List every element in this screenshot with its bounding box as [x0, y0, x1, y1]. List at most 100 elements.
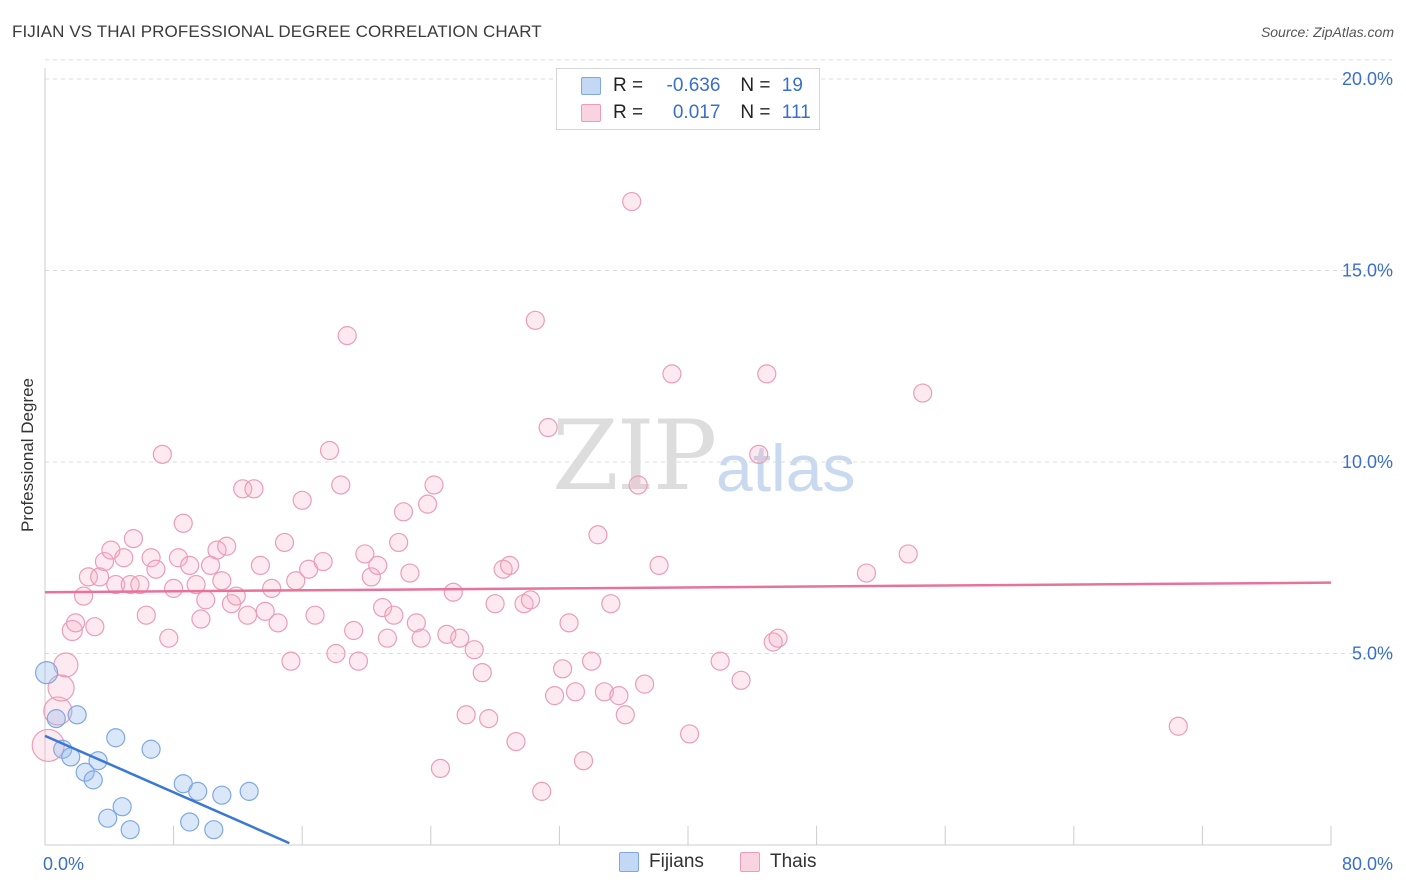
fijian-point — [98, 808, 118, 828]
thai-point — [450, 628, 470, 648]
thai-point — [281, 651, 301, 671]
thai-point — [485, 594, 505, 614]
legend-r-value-fijians: -0.636 — [666, 75, 721, 96]
thai-point — [65, 613, 86, 633]
bottom-legend-swatch-fijians — [619, 852, 639, 872]
thai-point — [292, 490, 312, 510]
thai-point — [400, 563, 420, 583]
thai-point — [615, 705, 635, 725]
thai-point — [255, 601, 275, 621]
thai-point — [186, 574, 206, 595]
thai-point — [377, 628, 397, 648]
y-tick-label: 20.0% — [1342, 69, 1393, 89]
legend-r-label: R = — [613, 102, 644, 123]
thai-point — [913, 383, 933, 403]
bottom-legend-thais: Thais — [740, 851, 816, 873]
thai-point — [274, 532, 295, 553]
thai-point — [538, 417, 558, 438]
thai-point — [94, 551, 115, 572]
thai-point — [136, 605, 156, 625]
thai-point — [443, 582, 463, 602]
thai-point — [479, 709, 499, 729]
thai-point — [361, 567, 381, 587]
legend-row-thais: R = 0.017 N = 111 — [557, 99, 811, 127]
fijian-point — [180, 812, 200, 832]
thai-point — [634, 674, 655, 694]
thai-point — [173, 513, 193, 533]
thai-point — [348, 651, 369, 671]
thai-trend-line — [44, 581, 1332, 594]
thai-point — [417, 494, 438, 514]
thai-point — [368, 555, 388, 576]
thai-point — [731, 670, 751, 690]
thai-point — [411, 628, 431, 648]
thai-point — [406, 613, 426, 633]
thai-point — [152, 444, 172, 464]
thai-point — [164, 578, 184, 598]
thai-point — [159, 628, 179, 648]
x-tick-label: 0.0% — [43, 854, 84, 874]
thai-point — [544, 686, 565, 706]
gridlines — [45, 59, 1392, 654]
y-axis-label: Professional Degree — [18, 378, 37, 532]
thai-point — [898, 544, 918, 564]
thai-point — [90, 567, 110, 587]
bottom-legend-fijians: Fijians — [619, 851, 704, 873]
fijian-points — [35, 661, 259, 840]
legend-r-value-thais: 0.017 — [672, 102, 721, 123]
thai-point — [146, 559, 166, 579]
thai-point — [262, 578, 282, 598]
thai-point — [710, 651, 730, 671]
legend-n-value-fijians: 19 — [781, 75, 803, 96]
bottom-legend-label-thais: Thais — [770, 851, 817, 872]
thai-point — [217, 536, 237, 556]
thai-point — [73, 586, 94, 606]
thai-point — [305, 605, 325, 625]
fijian-point — [75, 762, 95, 782]
legend-n-value-thais: 111 — [781, 102, 811, 123]
thai-point — [120, 574, 140, 595]
thai-point — [114, 548, 134, 568]
fijian-point — [106, 728, 126, 748]
fijian-point — [141, 739, 161, 759]
fijian-point — [239, 781, 259, 801]
thai-point — [326, 643, 346, 664]
thai-point — [85, 617, 105, 637]
thai-point — [384, 605, 404, 625]
thai-point — [372, 597, 393, 618]
legend-n-label: N = — [740, 102, 771, 123]
fijian-trend-line — [44, 734, 290, 845]
thai-point — [565, 682, 586, 702]
fijian-point — [83, 770, 103, 790]
thai-point — [424, 475, 444, 495]
thai-point — [609, 686, 629, 706]
y-tick-label: 15.0% — [1342, 261, 1393, 281]
bottom-legend-swatch-thais — [740, 852, 760, 872]
thai-point — [212, 571, 232, 591]
fijian-point — [188, 781, 208, 801]
thai-point — [553, 659, 573, 679]
legend-n-label: N = — [740, 75, 771, 96]
thai-point — [196, 590, 216, 610]
thai-point — [532, 781, 552, 801]
thai-point — [180, 555, 200, 576]
thai-point — [437, 624, 457, 644]
thai-point — [141, 548, 161, 568]
thai-point — [573, 751, 594, 771]
legend-row-fijians: R = -0.636 N = 19 — [557, 72, 803, 100]
thai-point — [168, 548, 189, 568]
thai-point — [47, 674, 75, 702]
fijian-point — [212, 785, 232, 805]
thai-point — [313, 551, 333, 572]
y-tick-label: 10.0% — [1342, 452, 1393, 472]
thai-point — [464, 640, 484, 660]
thai-point — [749, 444, 769, 464]
thai-point — [78, 567, 99, 587]
thai-point — [355, 544, 375, 564]
thai-point — [207, 540, 227, 560]
y-tick-label: 5.0% — [1352, 644, 1393, 664]
thai-points — [31, 191, 1188, 801]
thai-point — [559, 613, 579, 633]
fijian-point — [35, 661, 59, 685]
thai-point — [1168, 716, 1188, 736]
